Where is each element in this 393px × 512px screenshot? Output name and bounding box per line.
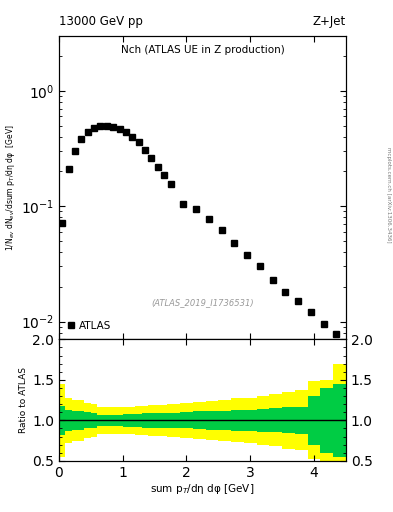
ATLAS bbox=[245, 251, 250, 258]
ATLAS bbox=[123, 129, 128, 135]
ATLAS bbox=[257, 263, 262, 269]
ATLAS bbox=[105, 122, 109, 129]
ATLAS bbox=[283, 289, 288, 295]
Legend: ATLAS: ATLAS bbox=[64, 318, 114, 334]
ATLAS bbox=[168, 181, 173, 187]
ATLAS bbox=[162, 173, 167, 179]
Text: Z+Jet: Z+Jet bbox=[312, 15, 346, 28]
ATLAS bbox=[60, 220, 64, 226]
ATLAS bbox=[111, 123, 116, 130]
ATLAS bbox=[270, 276, 275, 283]
Y-axis label: 1/N$_{ev}$ dN$_{ev}$/dsum p$_T$/dη dφ  [GeV]: 1/N$_{ev}$ dN$_{ev}$/dsum p$_T$/dη dφ [G… bbox=[4, 124, 17, 251]
ATLAS bbox=[334, 331, 339, 337]
ATLAS bbox=[155, 164, 160, 170]
ATLAS bbox=[181, 201, 185, 207]
ATLAS bbox=[79, 136, 84, 142]
ATLAS bbox=[219, 227, 224, 233]
ATLAS bbox=[143, 146, 147, 153]
ATLAS bbox=[130, 134, 135, 140]
ATLAS bbox=[194, 206, 198, 212]
ATLAS bbox=[73, 148, 77, 154]
Text: 13000 GeV pp: 13000 GeV pp bbox=[59, 15, 143, 28]
ATLAS bbox=[232, 240, 237, 246]
ATLAS bbox=[136, 139, 141, 145]
ATLAS bbox=[92, 124, 96, 131]
X-axis label: sum p$_T$/dη dφ [GeV]: sum p$_T$/dη dφ [GeV] bbox=[150, 482, 255, 497]
ATLAS bbox=[206, 216, 211, 222]
ATLAS bbox=[66, 166, 71, 172]
ATLAS bbox=[309, 309, 313, 315]
ATLAS bbox=[321, 321, 326, 327]
Line: ATLAS: ATLAS bbox=[59, 123, 339, 337]
ATLAS bbox=[296, 298, 300, 304]
Text: Nch (ATLAS UE in Z production): Nch (ATLAS UE in Z production) bbox=[121, 45, 284, 55]
Text: (ATLAS_2019_I1736531): (ATLAS_2019_I1736531) bbox=[151, 298, 254, 308]
Y-axis label: Ratio to ATLAS: Ratio to ATLAS bbox=[19, 367, 28, 433]
ATLAS bbox=[149, 155, 154, 161]
ATLAS bbox=[117, 125, 122, 132]
ATLAS bbox=[98, 122, 103, 129]
ATLAS bbox=[85, 129, 90, 135]
Text: mcplots.cern.ch [arXiv:1306.3436]: mcplots.cern.ch [arXiv:1306.3436] bbox=[386, 147, 391, 242]
